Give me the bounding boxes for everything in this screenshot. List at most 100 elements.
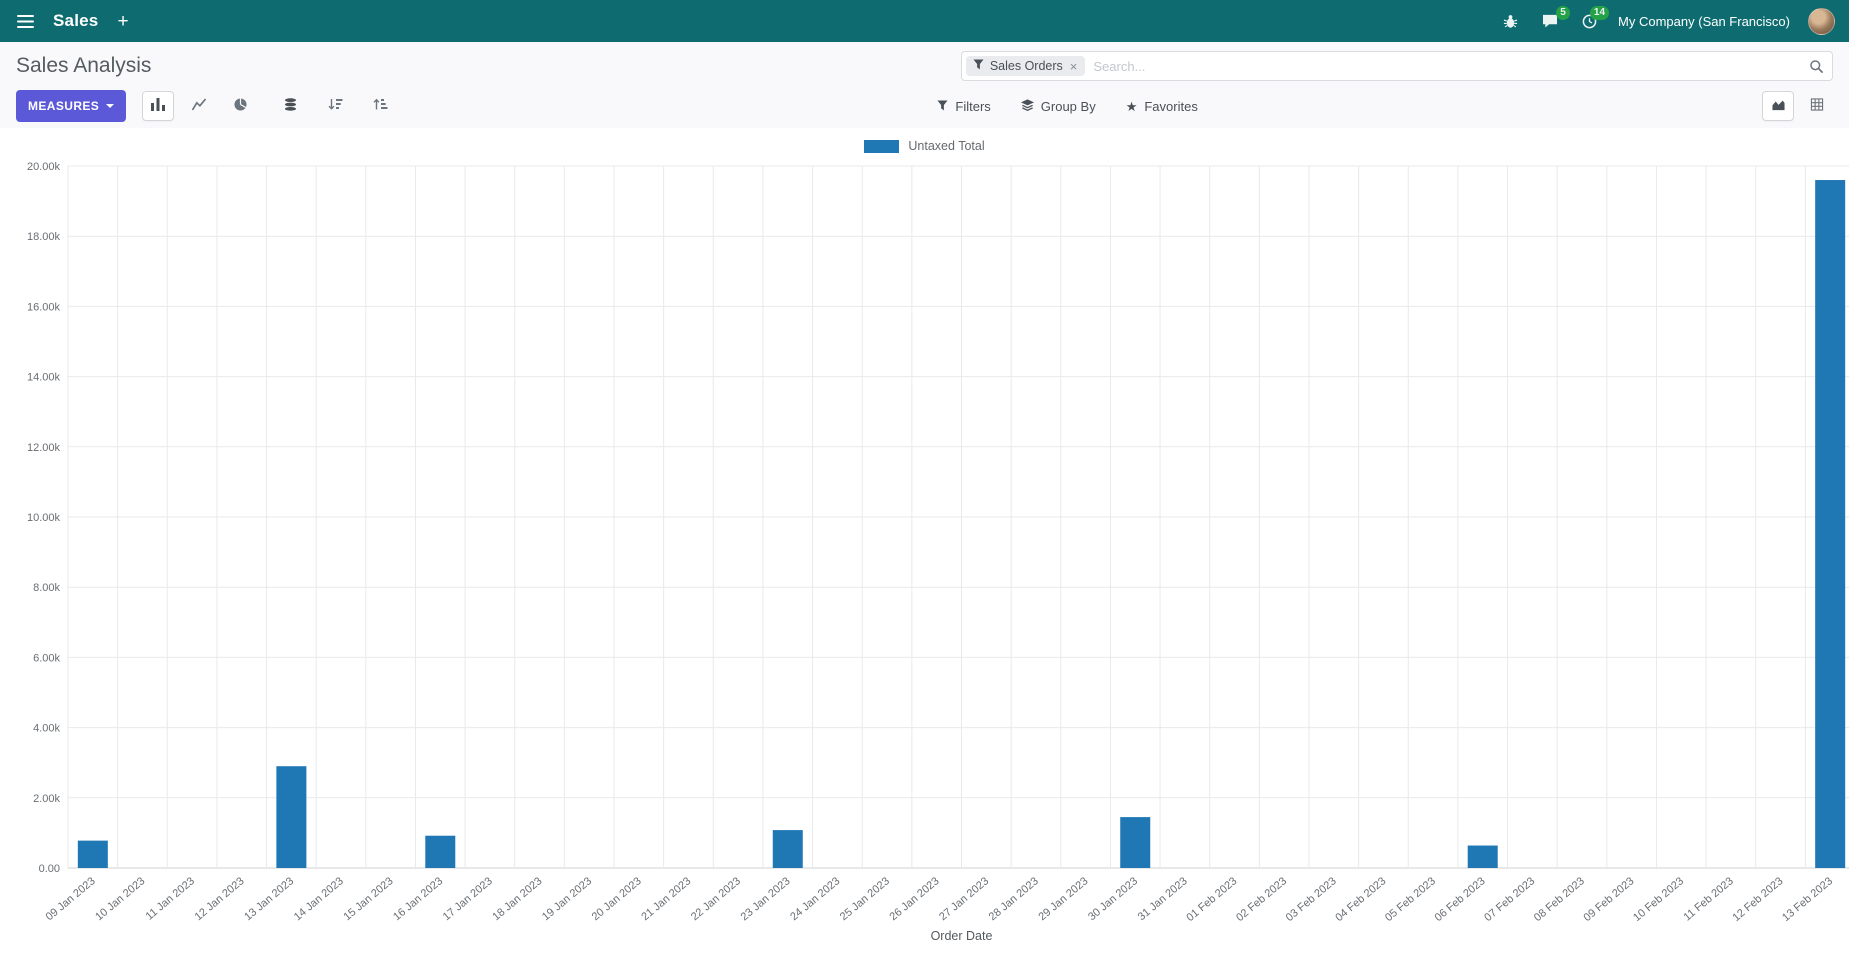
messages-badge: 5 (1556, 6, 1571, 20)
bar-chart-button[interactable] (142, 91, 175, 121)
navbar-left: Sales + (14, 9, 132, 34)
app-name[interactable]: Sales (53, 11, 99, 30)
svg-text:18 Jan 2023: 18 Jan 2023 (490, 875, 544, 923)
svg-text:2.00k: 2.00k (33, 793, 60, 805)
svg-text:10.00k: 10.00k (27, 512, 61, 524)
chat-bubble-icon (1542, 14, 1558, 28)
page-title: Sales Analysis (16, 54, 152, 77)
sort-ascending-icon (373, 98, 388, 114)
star-icon: ★ (1125, 98, 1138, 114)
svg-text:14.00k: 14.00k (27, 372, 61, 384)
user-avatar[interactable] (1808, 7, 1835, 35)
activities-badge: 14 (1589, 5, 1610, 20)
pie-chart-button[interactable] (224, 91, 256, 121)
bar-chart-canvas[interactable]: 0.00 2.00k 4.00k 6.00k 8.00k 10.00k 12.00k 14.0… (16, 156, 1849, 946)
svg-text:24 Jan 2023: 24 Jan 2023 (788, 875, 842, 923)
svg-text:05 Feb 2023: 05 Feb 2023 (1383, 875, 1438, 924)
svg-text:07 Feb 2023: 07 Feb 2023 (1482, 875, 1537, 924)
svg-text:29 Jan 2023: 29 Jan 2023 (1036, 875, 1090, 923)
apps-menu-button[interactable] (14, 12, 37, 31)
favorites-button[interactable]: ★ Favorites (1124, 95, 1200, 118)
svg-text:02 Feb 2023: 02 Feb 2023 (1234, 875, 1289, 924)
search-bar[interactable]: Sales Orders × (960, 51, 1833, 81)
filters-funnel-icon (937, 99, 948, 114)
sort-ascending-button[interactable] (364, 91, 396, 121)
bar-chart-icon (151, 98, 166, 114)
svg-text:15 Jan 2023: 15 Jan 2023 (341, 875, 395, 923)
svg-text:28 Jan 2023: 28 Jan 2023 (987, 875, 1041, 923)
company-switcher[interactable]: My Company (San Francisco) (1618, 13, 1790, 29)
svg-text:13 Jan 2023: 13 Jan 2023 (242, 875, 296, 923)
sort-descending-icon (328, 98, 343, 114)
svg-text:10 Feb 2023: 10 Feb 2023 (1631, 875, 1686, 924)
control-panel: Sales Analysis Sales Orders × MEASURES (0, 42, 1849, 128)
stacked-toggle-button[interactable] (274, 91, 306, 121)
sort-descending-button[interactable] (319, 91, 351, 121)
svg-text:20.00k: 20.00k (27, 161, 61, 173)
top-navbar: Sales + 5 14 My Company (San Francisco) (0, 0, 1849, 42)
svg-text:18.00k: 18.00k (27, 231, 61, 243)
svg-text:0.00: 0.00 (39, 863, 60, 875)
svg-text:08 Feb 2023: 08 Feb 2023 (1532, 875, 1587, 924)
pie-chart-icon (234, 98, 247, 114)
search-input[interactable] (1091, 57, 1803, 75)
messages-button[interactable]: 5 (1539, 6, 1571, 31)
activities-button[interactable]: 14 (1579, 5, 1610, 32)
svg-text:14 Jan 2023: 14 Jan 2023 (292, 875, 346, 923)
svg-text:04 Feb 2023: 04 Feb 2023 (1333, 875, 1388, 924)
svg-text:03 Feb 2023: 03 Feb 2023 (1284, 875, 1339, 924)
graph-view-area: Untaxed Total 0.00 2.00k 4.00k 6.00k 8.00k 10… (0, 128, 1849, 952)
search-facet-sales-orders[interactable]: Sales Orders × (965, 56, 1086, 76)
line-chart-icon (191, 98, 207, 114)
svg-text:30 Jan 2023: 30 Jan 2023 (1086, 875, 1140, 923)
svg-text:6.00k: 6.00k (33, 652, 60, 664)
debug-bug-button[interactable] (1500, 11, 1521, 32)
svg-text:16.00k: 16.00k (27, 301, 61, 313)
measures-label: MEASURES (28, 99, 100, 113)
graph-view-button[interactable] (1762, 91, 1794, 121)
measures-button[interactable]: MEASURES (16, 90, 127, 122)
caret-down-icon (106, 104, 115, 108)
pivot-view-button[interactable] (1801, 91, 1833, 121)
filters-label: Filters (955, 98, 991, 114)
svg-text:4.00k: 4.00k (33, 723, 60, 735)
svg-text:17 Jan 2023: 17 Jan 2023 (441, 875, 495, 923)
control-panel-top-row: Sales Analysis Sales Orders × (16, 50, 1833, 82)
svg-text:23 Jan 2023: 23 Jan 2023 (739, 875, 793, 923)
area-chart-icon (1771, 98, 1786, 114)
svg-text:31 Jan 2023: 31 Jan 2023 (1136, 875, 1190, 923)
svg-text:27 Jan 2023: 27 Jan 2023 (937, 875, 991, 923)
svg-text:11 Feb 2023: 11 Feb 2023 (1681, 875, 1735, 923)
svg-text:22 Jan 2023: 22 Jan 2023 (689, 875, 743, 923)
svg-text:21 Jan 2023: 21 Jan 2023 (639, 875, 693, 923)
stack-sort-group (274, 91, 396, 121)
control-panel-bottom-row: MEASURES (16, 90, 1833, 122)
svg-text:01 Feb 2023: 01 Feb 2023 (1184, 875, 1239, 924)
facet-remove-button[interactable]: × (1069, 58, 1078, 74)
svg-text:8.00k: 8.00k (33, 582, 60, 594)
svg-text:10 Jan 2023: 10 Jan 2023 (93, 875, 147, 923)
filters-button[interactable]: Filters (935, 95, 992, 118)
pivot-grid-icon (1810, 98, 1824, 114)
stacked-layers-icon (284, 98, 297, 114)
svg-text:12.00k: 12.00k (27, 442, 61, 454)
chart-legend[interactable]: Untaxed Total (16, 132, 1833, 156)
search-icon[interactable] (1809, 59, 1824, 74)
svg-text:16 Jan 2023: 16 Jan 2023 (391, 875, 445, 923)
view-switcher (1762, 91, 1833, 121)
line-chart-button[interactable] (183, 91, 215, 121)
search-options-group: Filters Group By ★ Favorites (935, 95, 1199, 118)
group-by-label: Group By (1040, 98, 1096, 114)
svg-text:06 Feb 2023: 06 Feb 2023 (1433, 875, 1488, 924)
svg-text:19 Jan 2023: 19 Jan 2023 (540, 875, 594, 923)
new-record-plus-button[interactable]: + (114, 9, 131, 34)
svg-text:13 Feb 2023: 13 Feb 2023 (1780, 875, 1835, 924)
group-by-layers-icon (1020, 98, 1034, 114)
legend-label: Untaxed Total (908, 139, 985, 153)
chart-type-group (142, 91, 256, 121)
group-by-button[interactable]: Group By (1019, 95, 1098, 118)
navbar-right: 5 14 My Company (San Francisco) (1500, 5, 1835, 35)
hamburger-icon (17, 14, 34, 28)
svg-text:Order Date: Order Date (931, 929, 993, 943)
svg-text:09 Feb 2023: 09 Feb 2023 (1582, 875, 1637, 924)
